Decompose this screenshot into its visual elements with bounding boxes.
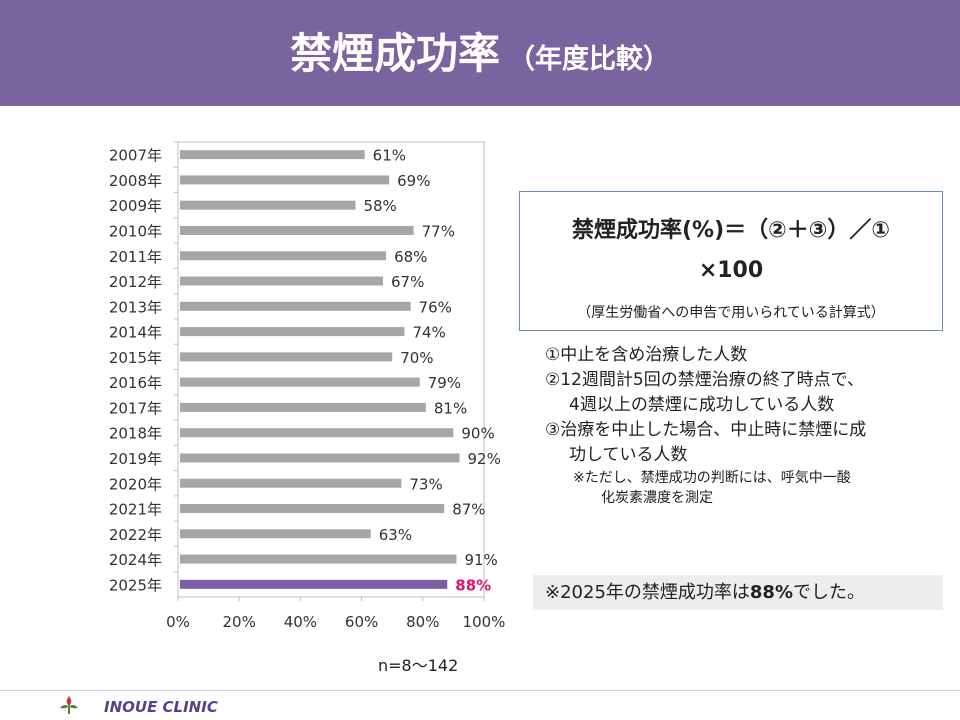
clinic-name: INOUE CLINIC: [104, 698, 218, 716]
title-main: 禁煙成功率: [289, 29, 500, 78]
note-item-2-cont: 4週以上の禁煙に成功している人数: [569, 395, 835, 415]
bar: [180, 251, 387, 261]
summary-prefix: ※2025年の禁煙成功率は: [545, 582, 750, 603]
data-label: 61%: [373, 147, 406, 165]
note-item-3-cont: 功している人数: [569, 445, 688, 465]
y-tick-label: 2017年: [109, 399, 162, 417]
data-label: 81%: [434, 399, 467, 417]
y-tick-label: 2025年: [109, 576, 162, 594]
formula-line-2: ×100: [698, 258, 764, 283]
bar: [180, 301, 411, 311]
bar: [180, 579, 448, 589]
x-tick-label: 60%: [345, 613, 378, 631]
x-tick-label: 40%: [284, 613, 317, 631]
data-label: 68%: [394, 248, 427, 266]
page-title: 禁煙成功率 （年度比較）: [0, 20, 960, 81]
y-tick-label: 2024年: [109, 551, 162, 569]
formula-line-1: 禁煙成功率(%)＝（②＋③）／①: [571, 218, 891, 243]
summary-suffix: でした。: [792, 582, 865, 603]
data-label: 76%: [419, 298, 452, 316]
sample-size-label: n=8～142: [378, 656, 459, 675]
data-label: 77%: [422, 222, 455, 240]
y-tick-label: 2021年: [109, 501, 162, 519]
x-tick-label: 20%: [223, 613, 256, 631]
y-tick-label: 2015年: [109, 349, 162, 367]
title-sub: （年度比較）: [508, 44, 670, 75]
footer-divider: [0, 690, 960, 691]
y-tick-label: 2008年: [109, 172, 162, 190]
y-tick-label: 2018年: [109, 425, 162, 443]
bar: [180, 175, 390, 185]
data-label: 74%: [412, 324, 445, 342]
bar: [180, 200, 356, 210]
data-label: 70%: [400, 349, 433, 367]
x-tick-label: 80%: [406, 613, 439, 631]
bar: [180, 276, 384, 286]
definition-notes: ①中止を含め治療した人数 ②12週間計5回の禁煙治療の終了時点で、 4週以上の禁…: [545, 343, 945, 508]
bar: [180, 428, 454, 438]
note-caveat: ※ただし、禁煙成功の判断には、呼気中一酸: [573, 470, 851, 486]
bar: [180, 402, 426, 412]
summary-value: 88%: [749, 582, 793, 603]
data-label: 91%: [464, 551, 497, 569]
data-label: 73%: [409, 475, 442, 493]
data-label: 69%: [397, 172, 430, 190]
x-tick-label: 100%: [463, 613, 506, 631]
bar: [180, 352, 393, 362]
bar: [180, 453, 460, 463]
bar: [180, 377, 420, 387]
bar: [180, 529, 371, 539]
header-bar: [0, 0, 960, 106]
formula-box: 禁煙成功率(%)＝（②＋③）／① ×100 （厚生労働省への申告で用いられている…: [519, 191, 943, 331]
y-tick-label: 2010年: [109, 222, 162, 240]
data-label: 67%: [391, 273, 424, 291]
y-tick-label: 2012年: [109, 273, 162, 291]
data-label: 87%: [452, 501, 485, 519]
data-label: 58%: [363, 197, 396, 215]
data-label: 79%: [428, 374, 461, 392]
y-tick-label: 2009年: [109, 197, 162, 215]
formula-note: （厚生労働省への申告で用いられている計算式）: [577, 305, 885, 321]
data-label: 63%: [379, 526, 412, 544]
y-tick-label: 2014年: [109, 324, 162, 342]
bar: [180, 150, 365, 160]
note-item-1: ①中止を含め治療した人数: [545, 345, 748, 365]
data-label: 90%: [461, 425, 494, 443]
y-tick-label: 2016年: [109, 374, 162, 392]
y-tick-label: 2022年: [109, 526, 162, 544]
y-tick-label: 2019年: [109, 450, 162, 468]
note-item-3: ③治療を中止した場合、中止時に禁煙に成: [545, 420, 867, 440]
summary-box: ※2025年の禁煙成功率は88%でした。: [533, 575, 943, 610]
y-tick-label: 2013年: [109, 298, 162, 316]
bar: [180, 554, 457, 564]
y-tick-label: 2007年: [109, 147, 162, 165]
bar: [180, 327, 405, 337]
y-tick-label: 2020年: [109, 475, 162, 493]
bar: [180, 478, 402, 488]
data-label: 92%: [468, 450, 501, 468]
bar: [180, 225, 414, 235]
x-tick-label: 0%: [166, 613, 190, 631]
note-caveat-cont: 化炭素濃度を測定: [601, 490, 713, 506]
data-label: 88%: [455, 576, 491, 594]
bar: [180, 504, 445, 514]
y-tick-label: 2011年: [109, 248, 162, 266]
plot-frame: [177, 141, 485, 598]
note-item-2: ②12週間計5回の禁煙治療の終了時点で、: [545, 370, 865, 390]
clinic-logo-icon: [60, 696, 78, 714]
